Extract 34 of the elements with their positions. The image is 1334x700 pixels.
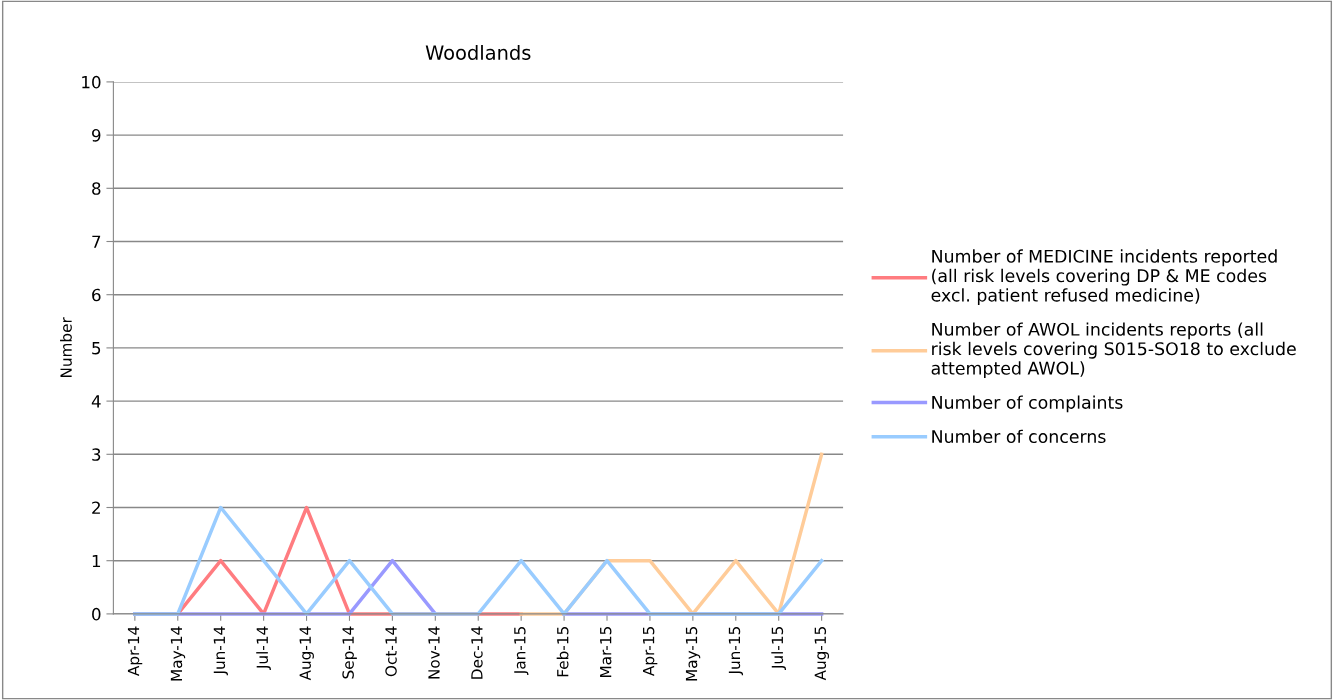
y-tick-label: 6 — [92, 288, 101, 302]
x-tick-label: Aug-14 — [299, 626, 314, 681]
x-tick-label: May-15 — [685, 627, 701, 681]
x-tick-label: Jun-15 — [728, 627, 744, 676]
y-axis-title: Number — [60, 317, 72, 378]
y-tick-label: 2 — [92, 501, 100, 514]
x-tick-label: Aug-15 — [814, 627, 830, 681]
legend-label: Number of concerns — [932, 429, 1106, 444]
y-tick-label: 9 — [92, 129, 101, 142]
x-tick-label: Oct-14 — [385, 626, 397, 677]
x-tick-label: Feb-15 — [556, 627, 569, 677]
x-tick-label: Apr-14 — [127, 626, 143, 676]
x-tick-label: Jan-15 — [514, 627, 529, 675]
y-tick-label: 4 — [91, 395, 101, 408]
x-tick-label: Mar-15 — [600, 627, 612, 678]
y-tick-label: 0 — [92, 607, 101, 621]
x-tick-label: Dec-14 — [471, 626, 483, 679]
y-tick-label: 1 — [92, 554, 101, 568]
y-tick-label: 8 — [92, 182, 101, 195]
y-tick-label: 5 — [92, 342, 101, 355]
y-tick-label: 10 — [82, 75, 101, 89]
y-tick-label: 3 — [92, 448, 101, 461]
x-tick-label: Jul-15 — [771, 627, 786, 670]
legend-label: Number of MEDICINE incidents reported (all risk levels covering DP & ME codes excl. patient refused medicine) — [931, 249, 1277, 306]
legend-label: Number of complaints — [932, 395, 1123, 413]
legend-label: Number of AWOL incidents reports (all risk levels covering S015-SO18 to exclude attempted AWOL) — [931, 322, 1296, 379]
y-tick-label: 7 — [92, 235, 101, 248]
x-tick-label: Nov-14 — [428, 626, 440, 679]
x-tick-label: May-14 — [170, 626, 186, 681]
x-tick-label: Jul-14 — [256, 626, 271, 670]
chart-title: Woodlands — [425, 44, 531, 60]
x-tick-label: Jun-14 — [213, 626, 228, 676]
x-tick-label: Apr-15 — [643, 627, 658, 676]
x-tick-label: Sep-14 — [342, 626, 357, 679]
